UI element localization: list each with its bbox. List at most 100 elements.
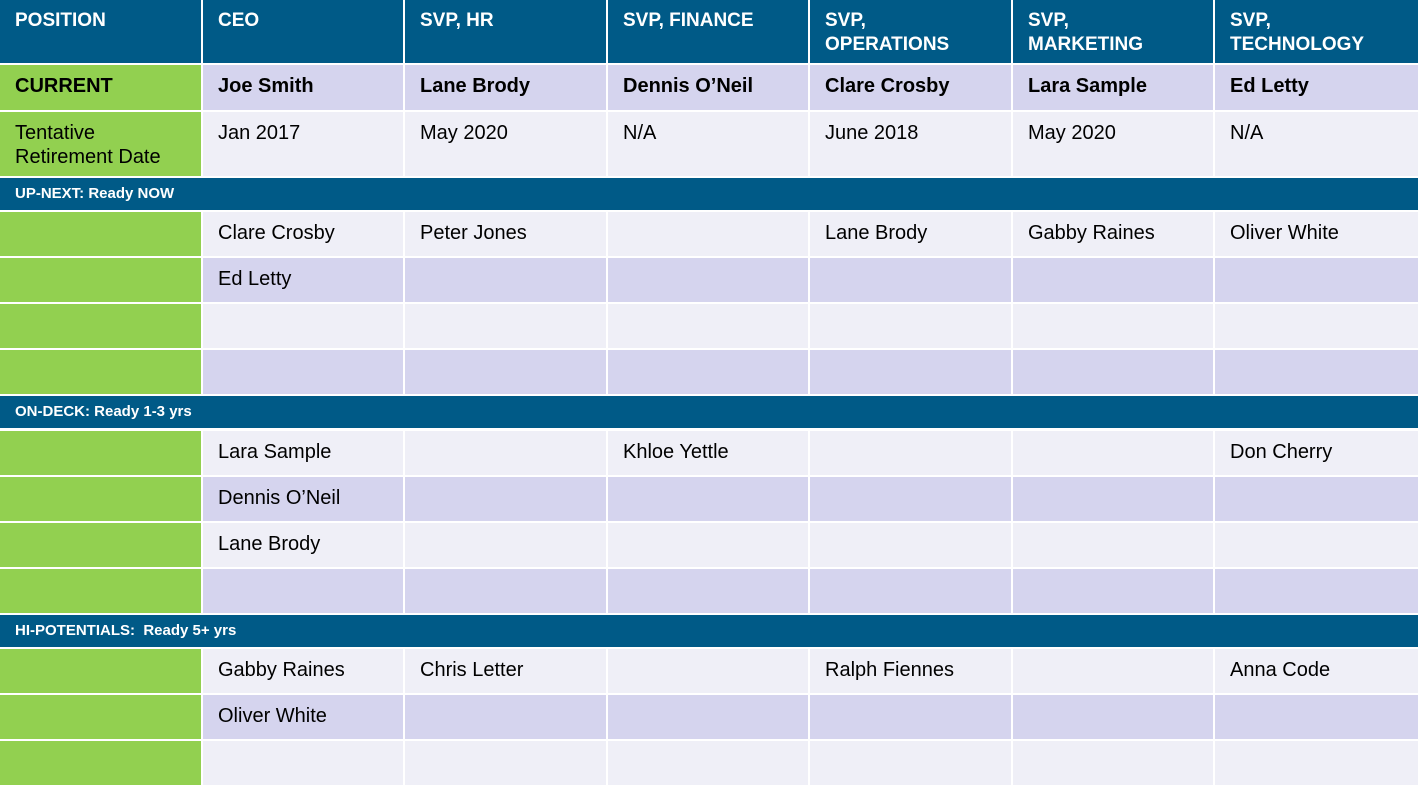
candidate-cell bbox=[810, 477, 1011, 521]
row-label-cell bbox=[0, 695, 201, 739]
candidate-cell: Don Cherry bbox=[1215, 431, 1418, 475]
current-holder: Lara Sample bbox=[1013, 65, 1213, 110]
header-svp-marketing: SVP, MARKETING bbox=[1013, 0, 1213, 63]
current-holder: Dennis O’Neil bbox=[608, 65, 808, 110]
candidate-cell: Khloe Yettle bbox=[608, 431, 808, 475]
candidate-cell bbox=[608, 695, 808, 739]
candidate-cell bbox=[1215, 350, 1418, 394]
header-ceo: CEO bbox=[203, 0, 403, 63]
candidate-cell bbox=[608, 477, 808, 521]
row-label-cell bbox=[0, 523, 201, 567]
current-holder: Joe Smith bbox=[203, 65, 403, 110]
row-label-cell bbox=[0, 569, 201, 613]
retirement-date: May 2020 bbox=[1013, 112, 1213, 176]
candidate-cell bbox=[1013, 695, 1213, 739]
candidate-cell: Lane Brody bbox=[203, 523, 403, 567]
candidate-cell: Dennis O’Neil bbox=[203, 477, 403, 521]
candidate-cell bbox=[405, 258, 606, 302]
candidate-cell bbox=[1013, 258, 1213, 302]
section-header-hi-potentials-ready-5-yrs: HI-POTENTIALS: Ready 5+ yrs bbox=[0, 615, 1418, 647]
candidate-cell bbox=[1013, 569, 1213, 613]
candidate-cell bbox=[810, 695, 1011, 739]
candidate-cell bbox=[405, 695, 606, 739]
header-svp-hr: SVP, HR bbox=[405, 0, 606, 63]
candidate-cell bbox=[810, 431, 1011, 475]
row-label-cell bbox=[0, 212, 201, 256]
candidate-cell bbox=[405, 431, 606, 475]
candidate-cell bbox=[608, 212, 808, 256]
candidate-cell bbox=[810, 523, 1011, 567]
candidate-cell: Ed Letty bbox=[203, 258, 403, 302]
retirement-date: June 2018 bbox=[810, 112, 1011, 176]
candidate-cell bbox=[810, 304, 1011, 348]
candidate-cell bbox=[810, 258, 1011, 302]
candidate-cell bbox=[1013, 741, 1213, 785]
candidate-cell bbox=[405, 569, 606, 613]
candidate-cell: Clare Crosby bbox=[203, 212, 403, 256]
candidate-cell bbox=[1215, 695, 1418, 739]
candidate-cell bbox=[1013, 431, 1213, 475]
candidate-cell: Chris Letter bbox=[405, 649, 606, 693]
candidate-cell bbox=[203, 569, 403, 613]
retirement-date: May 2020 bbox=[405, 112, 606, 176]
candidate-cell bbox=[608, 649, 808, 693]
candidate-cell bbox=[608, 523, 808, 567]
row-label-cell bbox=[0, 477, 201, 521]
retirement-date: Jan 2017 bbox=[203, 112, 403, 176]
candidate-cell bbox=[1013, 649, 1213, 693]
current-label: CURRENT bbox=[0, 65, 201, 110]
retirement-date: N/A bbox=[1215, 112, 1418, 176]
candidate-cell bbox=[405, 304, 606, 348]
row-label-cell bbox=[0, 350, 201, 394]
candidate-cell bbox=[203, 304, 403, 348]
candidate-cell bbox=[1215, 258, 1418, 302]
candidate-cell bbox=[405, 523, 606, 567]
current-holder: Ed Letty bbox=[1215, 65, 1418, 110]
retirement-date: N/A bbox=[608, 112, 808, 176]
candidate-cell: Anna Code bbox=[1215, 649, 1418, 693]
candidate-cell bbox=[405, 477, 606, 521]
candidate-cell bbox=[1215, 304, 1418, 348]
candidate-cell bbox=[1215, 741, 1418, 785]
candidate-cell bbox=[405, 741, 606, 785]
candidate-cell bbox=[810, 350, 1011, 394]
candidate-cell bbox=[608, 569, 808, 613]
candidate-cell: Oliver White bbox=[203, 695, 403, 739]
row-label-cell bbox=[0, 741, 201, 785]
candidate-cell bbox=[405, 350, 606, 394]
candidate-cell: Lane Brody bbox=[810, 212, 1011, 256]
candidate-cell bbox=[810, 741, 1011, 785]
candidate-cell: Lara Sample bbox=[203, 431, 403, 475]
row-label-cell bbox=[0, 431, 201, 475]
retirement-date-label: Tentative Retirement Date bbox=[0, 112, 201, 176]
header-position-label: POSITION bbox=[0, 0, 201, 63]
candidate-cell bbox=[1215, 569, 1418, 613]
candidate-cell bbox=[1013, 304, 1213, 348]
candidate-cell bbox=[608, 304, 808, 348]
candidate-cell bbox=[608, 350, 808, 394]
candidate-cell: Gabby Raines bbox=[1013, 212, 1213, 256]
candidate-cell bbox=[608, 258, 808, 302]
row-label-cell bbox=[0, 304, 201, 348]
candidate-cell bbox=[203, 741, 403, 785]
candidate-cell bbox=[810, 569, 1011, 613]
candidate-cell bbox=[1013, 523, 1213, 567]
candidate-cell: Peter Jones bbox=[405, 212, 606, 256]
current-holder: Clare Crosby bbox=[810, 65, 1011, 110]
header-svp-technology: SVP, TECHNOLOGY bbox=[1215, 0, 1418, 63]
header-svp-finance: SVP, FINANCE bbox=[608, 0, 808, 63]
candidate-cell: Ralph Fiennes bbox=[810, 649, 1011, 693]
candidate-cell bbox=[1013, 350, 1213, 394]
candidate-cell bbox=[203, 350, 403, 394]
candidate-cell: Oliver White bbox=[1215, 212, 1418, 256]
candidate-cell bbox=[1013, 477, 1213, 521]
row-label-cell bbox=[0, 258, 201, 302]
candidate-cell bbox=[1215, 477, 1418, 521]
candidate-cell: Gabby Raines bbox=[203, 649, 403, 693]
header-svp-operations: SVP, OPERATIONS bbox=[810, 0, 1011, 63]
section-header-on-deck-ready-1-3-yrs: ON-DECK: Ready 1-3 yrs bbox=[0, 396, 1418, 428]
candidate-cell bbox=[608, 741, 808, 785]
section-header-up-next-ready-now: UP-NEXT: Ready NOW bbox=[0, 178, 1418, 210]
row-label-cell bbox=[0, 649, 201, 693]
